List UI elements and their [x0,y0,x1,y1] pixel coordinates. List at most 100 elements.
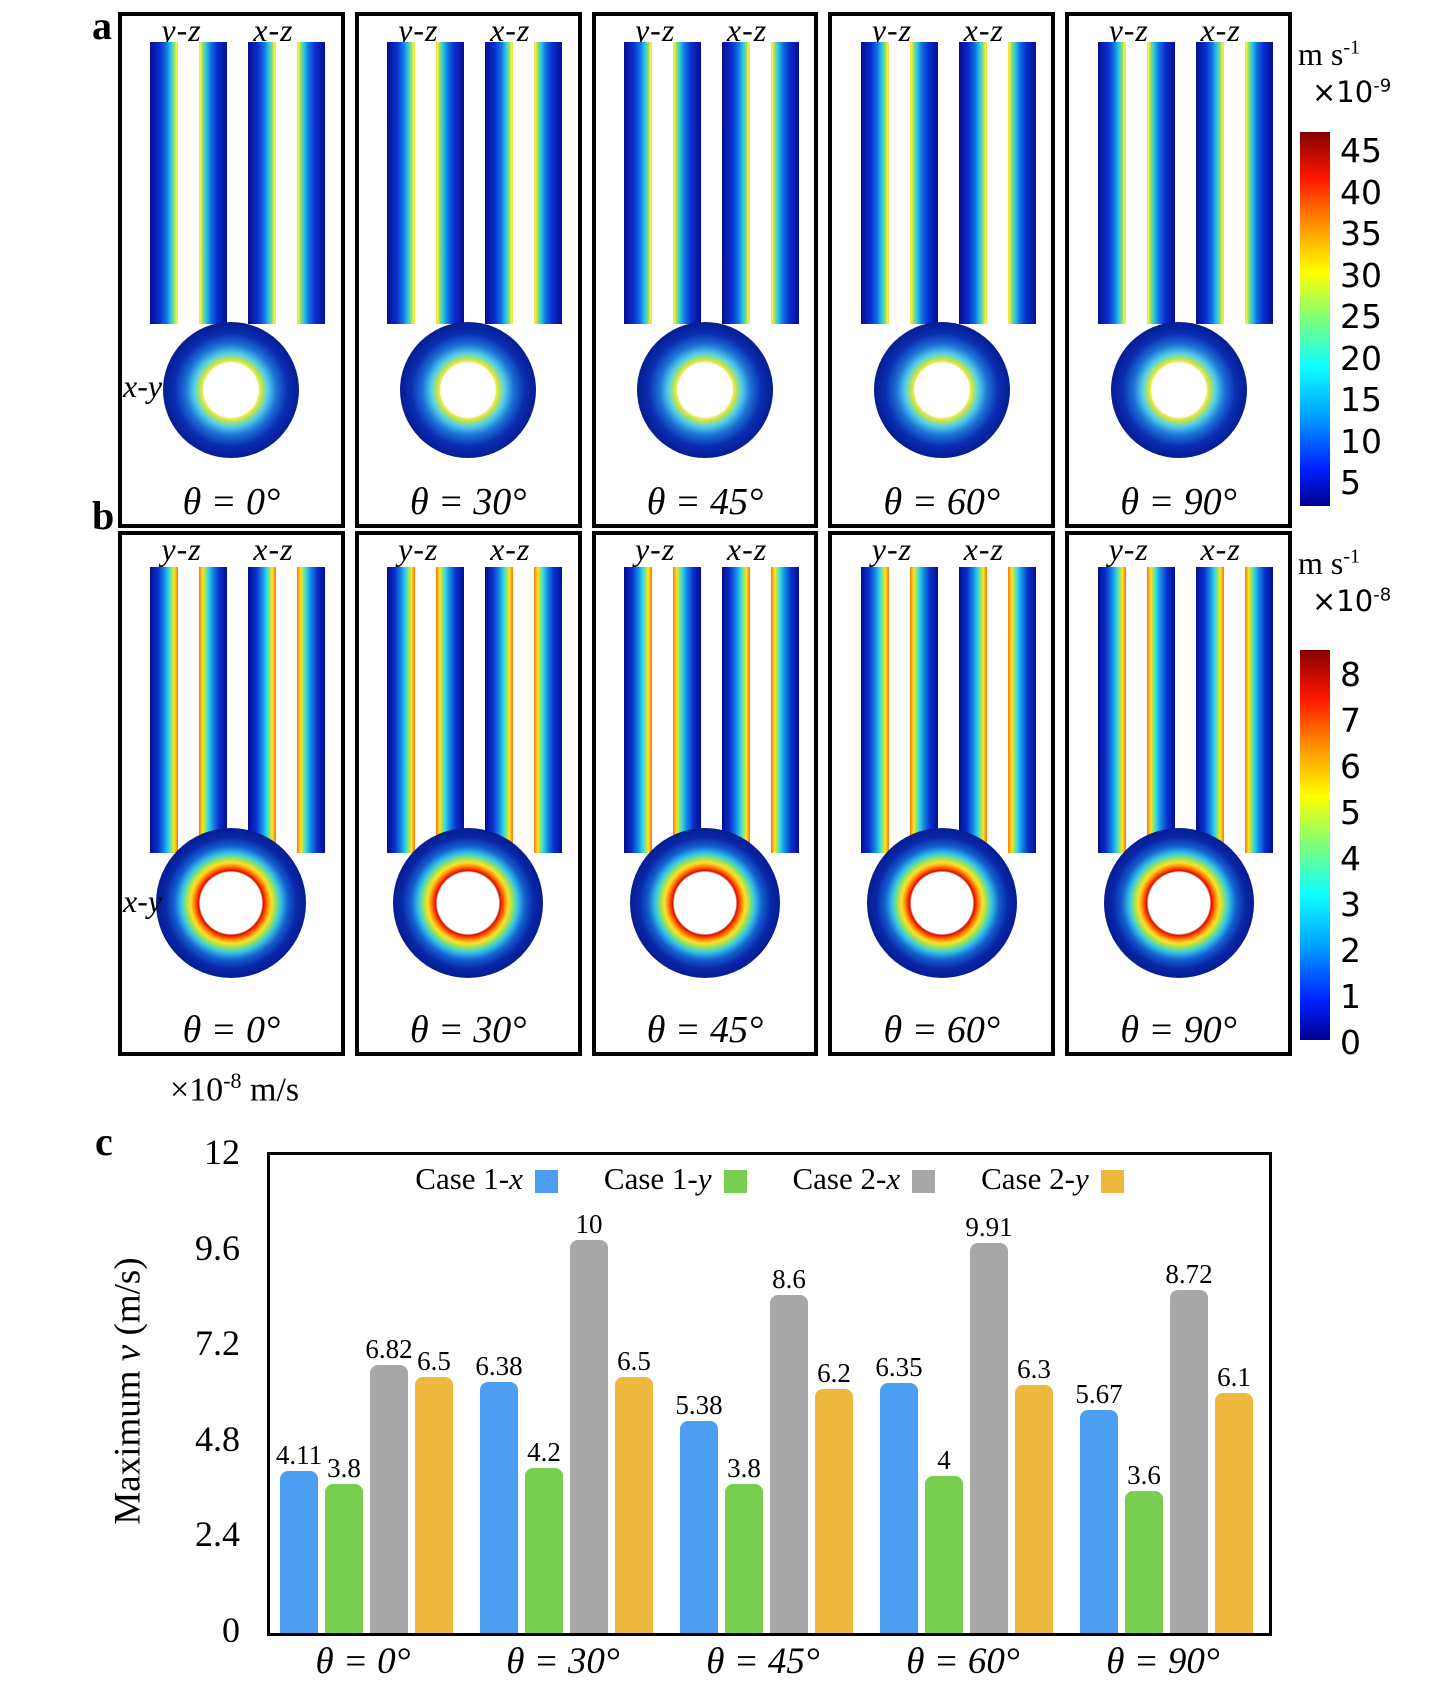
x-axis-category: θ = 30° [506,1641,620,1682]
xy-cross-section [400,322,537,458]
velocity-slice-bar [1244,42,1273,324]
bar-column: 9.91 [965,1212,1013,1633]
colorbar-tick: 3 [1340,885,1361,924]
colorbar-multiplier: ×10-8 [1312,584,1392,618]
bar-column: 4.2 [525,1437,563,1633]
colorbar-panel-a: m s-1 ×10-9 45 40 35 30 25 20 15 10 5 [1298,36,1429,516]
velocity-slice-bar [624,567,653,853]
panel-a-subpanel-2: y-z x-z θ = 30° [354,12,582,528]
plane-label-xz: x-z [963,531,1004,567]
velocity-slice-bar [909,567,938,853]
panel-b-row: y-z x-z x-y θ = 0° y-z x-z θ = 30° [118,531,1292,1056]
angle-label: θ = 0° [182,481,281,523]
velocity-slice-bar [958,567,987,853]
colorbar-tick: 5 [1340,793,1361,832]
angle-label: θ = 90° [1120,481,1237,523]
chart-legend: Case 1- x Case 1- y Case 2- x Case 2- y [270,1161,1269,1197]
xy-plane-label: x-y [123,883,163,919]
velocity-slice-bar [1007,567,1036,853]
colorbar-gradient [1300,650,1330,1040]
velocity-slice-bar [534,42,563,324]
velocity-slice-bar [1097,567,1126,853]
bar-column: 6.1 [1215,1362,1253,1633]
velocity-slice-bar [860,42,889,324]
colorbar-unit: m s-1 [1298,545,1361,581]
velocity-slices [387,42,563,324]
velocity-slice-bar [1195,42,1224,324]
y-axis-tick: 7.2 [195,1323,240,1363]
colorbar-tick: 45 [1340,131,1382,170]
panel-a-row: y-z x-z x-y θ = 0° y-z x-z θ = 30° [118,12,1292,528]
angle-label: θ = 45° [646,1009,764,1051]
bar-case1y [525,1468,563,1633]
colorbar-panel-b: m s-1 ×10-8 8 7 6 5 4 3 2 1 0 [1298,545,1429,1062]
plane-label-xz: x-z [726,531,768,567]
velocity-slice-bar [150,42,179,324]
x-axis-category: θ = 60° [906,1641,1020,1682]
legend-swatch-case1x [534,1169,558,1193]
velocity-slice-bar [624,42,653,324]
bar-column: 6.82 [365,1334,413,1633]
bar-value-label: 10 [575,1209,603,1239]
velocity-slices [150,42,326,324]
velocity-slices [860,42,1036,324]
velocity-slices [387,567,563,853]
velocity-slice-bar [387,42,416,324]
panel-a-subpanel-4: y-z x-z θ = 60° [828,12,1056,528]
colorbar-tick: 6 [1340,747,1361,786]
panel-a-subpanel-5: y-z x-z θ = 90° [1065,12,1292,528]
velocity-slice-bar [771,42,800,324]
xy-cross-section [636,322,773,458]
legend-item-case2y: Case 2- y [981,1161,1124,1197]
bar-case2x [570,1240,608,1633]
velocity-slice-bar [485,567,514,853]
colorbar-tick: 35 [1340,214,1382,253]
bar-column: 8.72 [1165,1259,1213,1633]
legend-item-case2x: Case 2- x [793,1161,936,1197]
bar-case2x [770,1295,808,1633]
bar-case1x [480,1382,518,1633]
bar-column: 8.6 [770,1264,808,1633]
bar-case2x [1170,1290,1208,1633]
legend-swatch-case2y [1100,1169,1124,1193]
bar-group-theta-45: 5.38 3.8 8.6 6.2 [675,1264,853,1633]
velocity-slices [624,42,800,324]
bar-case2y [815,1389,853,1633]
plane-label-xz: x-z [490,531,531,567]
bar-value-label: 6.2 [817,1358,851,1388]
bar-column: 4.11 [276,1440,322,1633]
bar-value-label: 3.8 [327,1453,361,1483]
velocity-slice-bar [1244,567,1273,853]
bar-value-label: 5.67 [1075,1379,1123,1409]
velocity-slice-bar [1097,42,1126,324]
velocity-slice-bar [297,42,326,324]
plane-label-xz: x-z [1200,531,1241,567]
velocity-slice-bar [722,42,751,324]
bar-column: 3.8 [325,1453,363,1633]
xy-cross-section [1103,828,1254,978]
angle-label: θ = 90° [1120,1009,1237,1051]
angle-label: θ = 45° [646,481,764,523]
velocity-slice-bar [1195,567,1224,853]
bar-value-label: 6.82 [365,1334,413,1364]
bar-column: 3.6 [1125,1460,1163,1633]
bar-group-theta-90: 5.67 3.6 8.72 6.1 [1075,1259,1253,1633]
velocity-slice-bar [248,567,277,853]
xy-cross-section [163,322,300,458]
bar-case2x [970,1243,1008,1633]
bar-value-label: 9.91 [965,1212,1013,1242]
velocity-slice-bar [958,42,987,324]
plane-label-yz: y-z [634,531,676,567]
xy-cross-section [873,322,1010,458]
colorbar-tick: 15 [1340,380,1382,419]
bar-case1y [925,1476,963,1633]
velocity-slices [624,567,800,853]
x-axis-category: θ = 45° [706,1641,820,1682]
angle-label: θ = 60° [883,1009,1001,1051]
velocity-slices [860,567,1036,853]
bar-case2y [415,1377,453,1633]
velocity-slice-bar [297,567,326,853]
panel-a-label: a [92,3,112,48]
panel-b-subpanel-1: y-z x-z x-y θ = 0° [118,531,345,1056]
bar-case2y [615,1377,653,1633]
